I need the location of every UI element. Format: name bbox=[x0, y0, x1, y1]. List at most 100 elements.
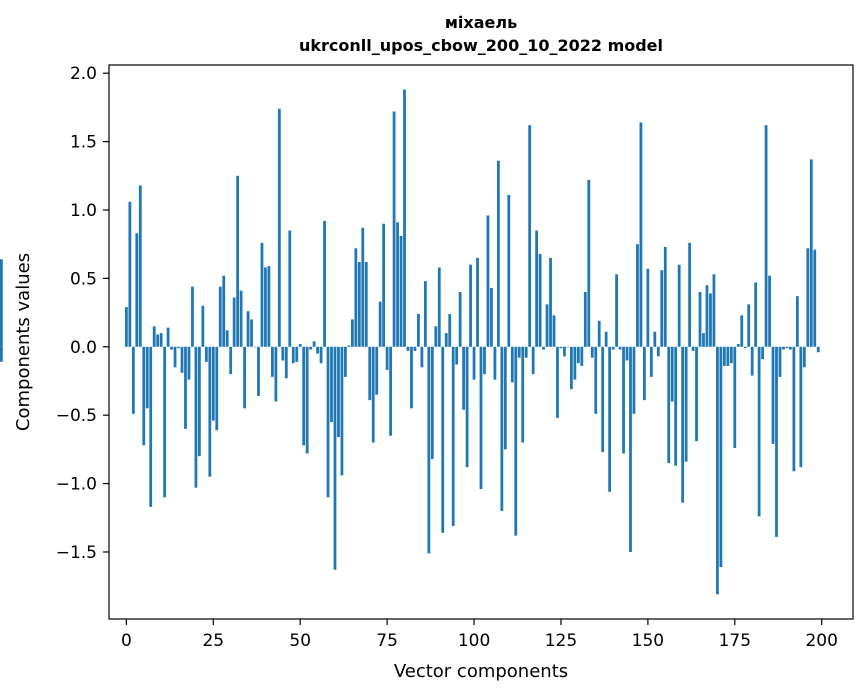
bar bbox=[799, 346, 803, 468]
bar bbox=[253, 346, 257, 348]
bar bbox=[347, 345, 351, 347]
x-axis-label: Vector components bbox=[394, 661, 568, 682]
bar bbox=[587, 179, 591, 347]
bar bbox=[417, 313, 420, 347]
bar bbox=[392, 111, 396, 347]
bar bbox=[201, 305, 205, 347]
bar bbox=[159, 333, 163, 347]
bar bbox=[496, 160, 500, 347]
bar bbox=[194, 346, 198, 488]
bar bbox=[423, 281, 427, 347]
bar bbox=[0, 259, 3, 347]
bar bbox=[448, 313, 452, 347]
bar bbox=[566, 346, 570, 348]
plot-frame bbox=[108, 64, 854, 620]
bar bbox=[462, 346, 466, 410]
bar bbox=[170, 346, 173, 350]
bar bbox=[427, 346, 431, 554]
bar bbox=[629, 346, 632, 552]
x-tick-label: 25 bbox=[202, 631, 224, 651]
bar bbox=[479, 346, 483, 490]
x-tick-label: 0 bbox=[121, 631, 132, 651]
bar bbox=[535, 230, 539, 347]
bar bbox=[736, 344, 740, 347]
bar bbox=[337, 346, 340, 438]
bar bbox=[403, 89, 406, 347]
bar bbox=[326, 346, 330, 498]
bar bbox=[500, 346, 504, 511]
bar bbox=[622, 346, 625, 454]
bar bbox=[389, 346, 392, 436]
bar bbox=[483, 346, 486, 375]
bar bbox=[570, 346, 573, 390]
bar bbox=[601, 346, 605, 453]
bar bbox=[350, 319, 354, 347]
bar bbox=[246, 311, 250, 347]
bar bbox=[364, 261, 368, 347]
bar bbox=[490, 287, 493, 347]
bar bbox=[510, 346, 514, 383]
bar bbox=[458, 292, 462, 347]
y-tick-label: −0.5 bbox=[56, 406, 97, 426]
bar bbox=[583, 292, 587, 347]
x-tick-label: 175 bbox=[719, 631, 751, 651]
bar bbox=[785, 346, 789, 349]
bar bbox=[465, 346, 469, 468]
bar bbox=[344, 346, 347, 377]
x-tick-label: 50 bbox=[289, 631, 311, 651]
bar bbox=[771, 346, 775, 444]
bar bbox=[284, 346, 288, 379]
bar bbox=[250, 319, 253, 347]
bar bbox=[667, 346, 671, 464]
bar bbox=[695, 346, 698, 442]
bar bbox=[316, 346, 319, 354]
bar bbox=[437, 267, 441, 347]
bar bbox=[813, 249, 817, 347]
chart-title: міхаель bbox=[445, 13, 517, 32]
bar bbox=[208, 346, 212, 477]
bar bbox=[764, 125, 768, 347]
bar bbox=[187, 346, 191, 380]
bar bbox=[177, 346, 180, 349]
bar bbox=[420, 346, 424, 368]
bar bbox=[330, 346, 333, 423]
bar bbox=[789, 346, 792, 350]
bar bbox=[625, 346, 629, 361]
bar bbox=[340, 346, 344, 476]
bar bbox=[469, 264, 472, 347]
bar bbox=[257, 346, 260, 397]
bar bbox=[702, 333, 705, 347]
bar bbox=[260, 242, 264, 347]
bar bbox=[222, 275, 226, 347]
bar bbox=[649, 346, 653, 377]
y-tick-label: 0.0 bbox=[70, 338, 97, 358]
bar bbox=[267, 266, 271, 347]
bar bbox=[135, 233, 139, 347]
y-tick-label: 1.5 bbox=[70, 133, 97, 153]
bar bbox=[142, 346, 146, 446]
bar bbox=[399, 235, 403, 347]
bar bbox=[722, 346, 726, 366]
bar bbox=[368, 346, 372, 401]
bar bbox=[775, 346, 778, 537]
bar bbox=[677, 264, 681, 347]
bar bbox=[288, 230, 292, 347]
bar bbox=[215, 346, 219, 431]
bar bbox=[232, 297, 236, 347]
bar bbox=[559, 346, 563, 349]
bar bbox=[552, 315, 556, 347]
bar bbox=[597, 320, 601, 347]
bar bbox=[604, 331, 608, 347]
bar bbox=[128, 201, 132, 347]
bar bbox=[229, 346, 233, 375]
y-tick-label: 2.0 bbox=[70, 64, 97, 84]
y-tick-label: 1.0 bbox=[70, 201, 97, 221]
bar bbox=[243, 346, 246, 409]
bar bbox=[163, 346, 167, 498]
bar bbox=[451, 346, 455, 526]
bar bbox=[528, 125, 532, 347]
bar bbox=[514, 346, 518, 536]
bar bbox=[716, 346, 719, 595]
bar bbox=[198, 346, 201, 457]
bar bbox=[608, 346, 612, 492]
